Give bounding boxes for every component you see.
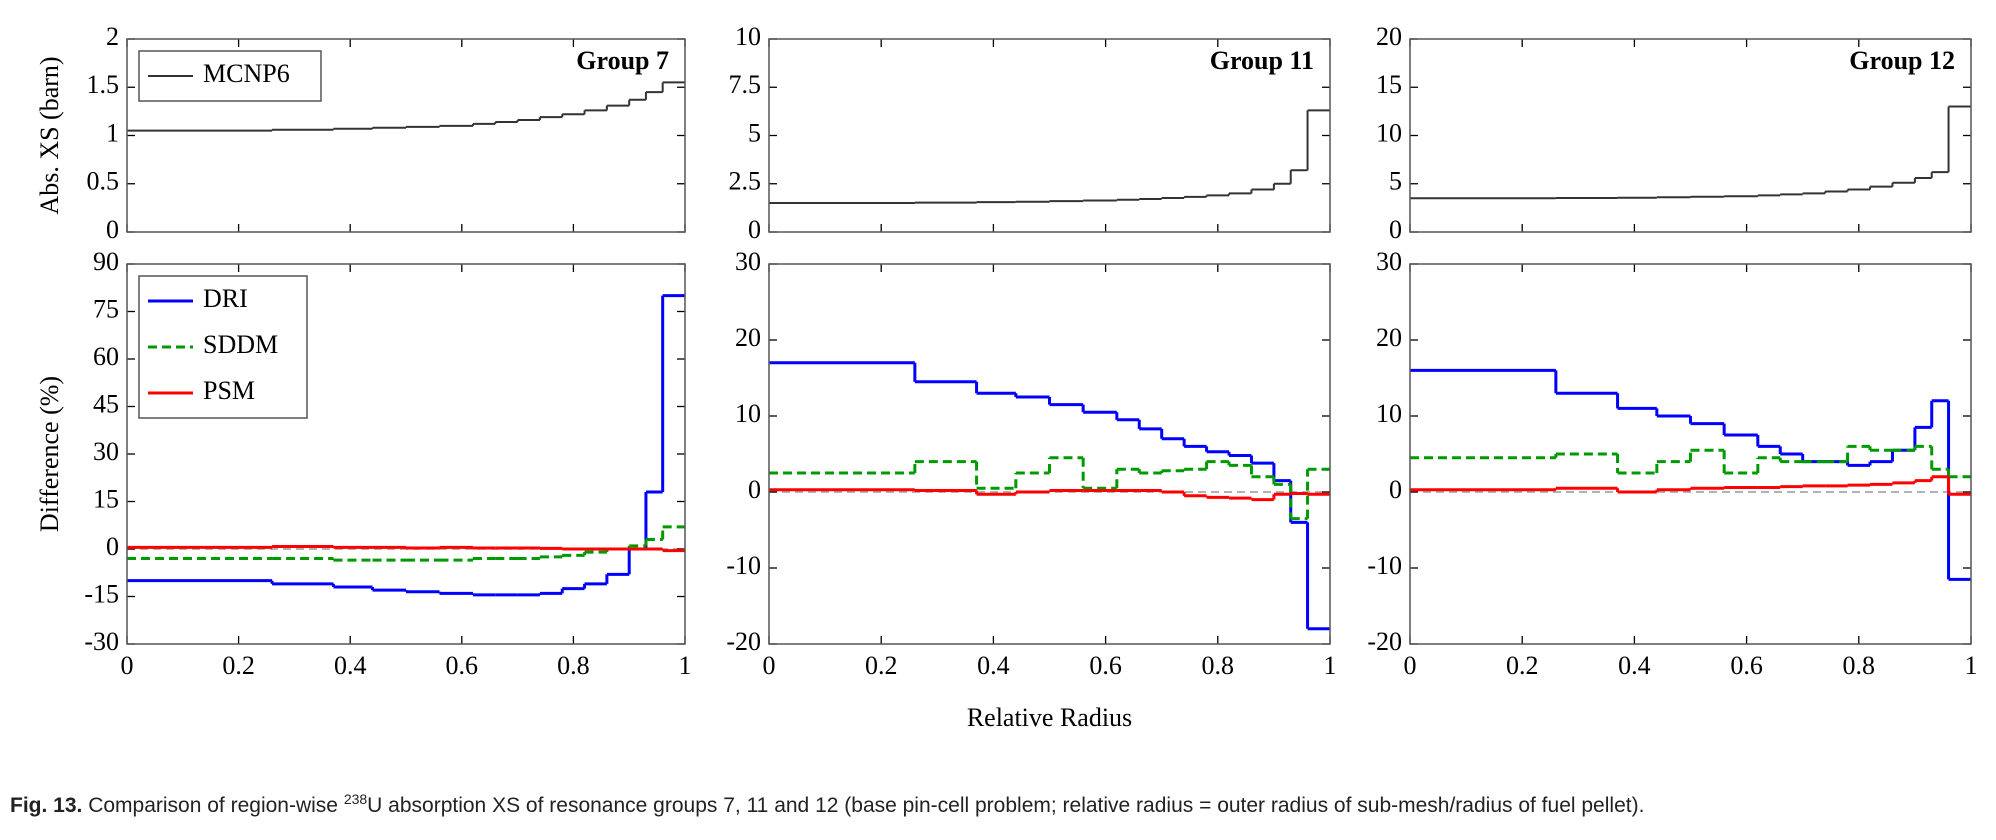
y-tick-label: 90 — [93, 247, 119, 276]
y-tick-label: 20 — [735, 323, 761, 352]
x-tick-label: 0.2 — [222, 651, 255, 680]
y-tick-label: 1 — [106, 118, 119, 147]
y-tick-label: 7.5 — [729, 70, 762, 99]
panel-label: Group 11 — [1210, 46, 1314, 75]
y-tick-label: 30 — [735, 247, 761, 276]
x-tick-label: 0.6 — [1730, 651, 1763, 680]
y-tick-label: 2.5 — [729, 167, 762, 196]
y-tick-label: 5 — [1389, 167, 1402, 196]
y-tick-label: 15 — [1376, 70, 1402, 99]
y-axis-label: Difference (%) — [35, 376, 64, 532]
x-tick-label: 0 — [763, 651, 776, 680]
x-tick-label: 0.6 — [446, 651, 479, 680]
y-tick-label: -20 — [1367, 627, 1402, 656]
figure: 0 0.5 1 1.5 2 Group 7 Abs. XS (barn) MCNP6 0 2.5 5… — [35, 22, 1978, 732]
y-tick-label: 0.5 — [87, 167, 120, 196]
y-tick-label: 15 — [93, 484, 119, 513]
caption: Fig. 13. Comparison of region-wise 238U … — [10, 784, 1980, 821]
y-tick-label: 1.5 — [87, 70, 120, 99]
x-tick-label: 0.2 — [1506, 651, 1539, 680]
y-tick-label: 0 — [1389, 215, 1402, 244]
y-tick-label: 10 — [1376, 399, 1402, 428]
y-tick-label: -10 — [1367, 551, 1402, 580]
x-tick-label: 0.8 — [1202, 651, 1235, 680]
x-tick-label: 0 — [121, 651, 134, 680]
panel-label: Group 12 — [1849, 46, 1955, 75]
legend-label: PSM — [203, 376, 255, 405]
y-tick-label: 75 — [93, 294, 119, 323]
legend-label: DRI — [203, 284, 248, 313]
legend-label: SDDM — [203, 330, 278, 359]
panel-label: Group 7 — [576, 46, 669, 75]
y-tick-label: -20 — [726, 627, 761, 656]
y-tick-label: 5 — [748, 118, 761, 147]
y-tick-label: 60 — [93, 342, 119, 371]
y-tick-label: 10 — [735, 22, 761, 51]
plot-frame — [126, 38, 686, 233]
x-axis-label: Relative Radius — [967, 703, 1132, 732]
x-tick-label: 1 — [1965, 651, 1978, 680]
caption-label: Fig. 13. — [10, 794, 83, 817]
plot-frame — [126, 263, 686, 645]
plot-frame — [1409, 38, 1972, 233]
x-tick-label: 0.8 — [1843, 651, 1876, 680]
y-tick-label: -10 — [726, 551, 761, 580]
x-tick-label: 0.8 — [557, 651, 590, 680]
y-tick-label: 0 — [748, 215, 761, 244]
y-tick-label: -30 — [84, 627, 119, 656]
x-tick-label: 0.4 — [1618, 651, 1651, 680]
plot-frame — [1409, 263, 1972, 645]
x-tick-label: 0 — [1404, 651, 1417, 680]
x-tick-label: 0.2 — [865, 651, 898, 680]
caption-text: Comparison of region-wise — [82, 794, 344, 817]
x-tick-label: 0.6 — [1089, 651, 1122, 680]
plot-frame — [768, 263, 1331, 645]
plot-frame — [768, 38, 1331, 233]
legend-label: MCNP6 — [203, 59, 290, 88]
y-tick-label: 2 — [106, 22, 119, 51]
x-tick-label: 0.4 — [977, 651, 1010, 680]
y-axis-label: Abs. XS (barn) — [35, 56, 64, 214]
y-tick-label: 0 — [106, 215, 119, 244]
y-tick-label: 30 — [1376, 247, 1402, 276]
y-tick-label: 30 — [93, 437, 119, 466]
x-tick-label: 0.4 — [334, 651, 367, 680]
y-tick-label: 0 — [748, 475, 761, 504]
y-tick-label: 45 — [93, 389, 119, 418]
y-tick-label: -15 — [84, 579, 119, 608]
caption-text: U absorption XS of resonance groups 7, 1… — [367, 794, 1645, 817]
y-tick-label: 0 — [106, 532, 119, 561]
caption-superscript: 238 — [343, 791, 368, 807]
y-tick-label: 20 — [1376, 323, 1402, 352]
y-tick-label: 10 — [735, 399, 761, 428]
x-tick-label: 1 — [1324, 651, 1337, 680]
x-tick-label: 1 — [679, 651, 692, 680]
y-tick-label: 20 — [1376, 22, 1402, 51]
y-tick-label: 0 — [1389, 475, 1402, 504]
y-tick-label: 10 — [1376, 118, 1402, 147]
